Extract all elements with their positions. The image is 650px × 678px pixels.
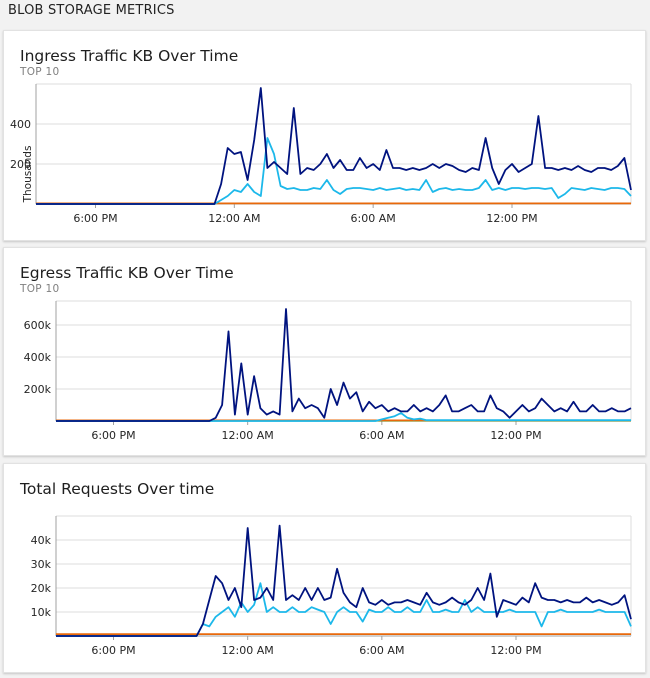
y-tick-label: 40k bbox=[31, 534, 52, 547]
page-header: BLOB STORAGE METRICS bbox=[8, 3, 175, 18]
x-tick-label: 6:00 PM bbox=[73, 212, 117, 225]
egress-chart-card[interactable]: Egress Traffic KB Over Time TOP 10 200k 4… bbox=[3, 247, 646, 456]
requests-chart: 10k 20k 30k 40k 6:00 PM 12:00 AM 6:00 AM 12:00 … bbox=[31, 515, 632, 657]
x-tick-label: 12:00 PM bbox=[490, 644, 541, 657]
series-line-navy bbox=[36, 87, 632, 205]
ingress-chart: 200 400 6:00 PM 12:00 AM 6:00 AM 12:00 PM Thou… bbox=[10, 83, 632, 225]
egress-chart: 200k 400k 600k 6:00 PM 12:00 AM 6:00 AM 12:00 … bbox=[24, 300, 632, 442]
y-tick-label: 400 bbox=[10, 118, 31, 131]
series-line-cyan bbox=[56, 582, 632, 637]
chart-title: Ingress Traffic KB Over Time bbox=[20, 47, 239, 65]
y-tick-label: 20k bbox=[31, 582, 52, 595]
y-tick-label: 10k bbox=[31, 606, 52, 619]
y-tick-label: 400k bbox=[24, 351, 52, 364]
chart-title: Total Requests Over time bbox=[20, 480, 215, 498]
x-tick-label: 12:00 PM bbox=[486, 212, 537, 225]
series-line-cyan bbox=[56, 412, 631, 422]
chart-title: Egress Traffic KB Over Time bbox=[20, 264, 234, 282]
requests-chart-card[interactable]: Total Requests Over time 10k 20k 30k 40k 6:0… bbox=[3, 463, 646, 673]
series-line-navy bbox=[56, 524, 632, 637]
y-tick-label: 200 bbox=[10, 158, 31, 171]
series-line-navy bbox=[56, 308, 632, 422]
x-tick-label: 6:00 PM bbox=[91, 644, 135, 657]
ingress-chart-card[interactable]: Ingress Traffic KB Over Time TOP 10 200 4… bbox=[3, 30, 646, 241]
x-tick-label: 12:00 AM bbox=[208, 212, 260, 225]
x-tick-label: 12:00 AM bbox=[222, 644, 274, 657]
chart-subtitle: TOP 10 bbox=[20, 66, 60, 78]
y-axis-label: Thousands bbox=[22, 146, 34, 204]
x-tick-label: 6:00 AM bbox=[351, 212, 396, 225]
x-tick-label: 6:00 AM bbox=[359, 644, 404, 657]
series-line-cyan bbox=[36, 137, 632, 205]
y-tick-label: 30k bbox=[31, 558, 52, 571]
x-tick-label: 6:00 AM bbox=[359, 429, 404, 442]
x-tick-label: 6:00 PM bbox=[91, 429, 135, 442]
y-tick-label: 200k bbox=[24, 383, 52, 396]
x-tick-label: 12:00 PM bbox=[490, 429, 541, 442]
chart-subtitle: TOP 10 bbox=[20, 283, 60, 295]
y-tick-label: 600k bbox=[24, 319, 52, 332]
x-tick-label: 12:00 AM bbox=[222, 429, 274, 442]
